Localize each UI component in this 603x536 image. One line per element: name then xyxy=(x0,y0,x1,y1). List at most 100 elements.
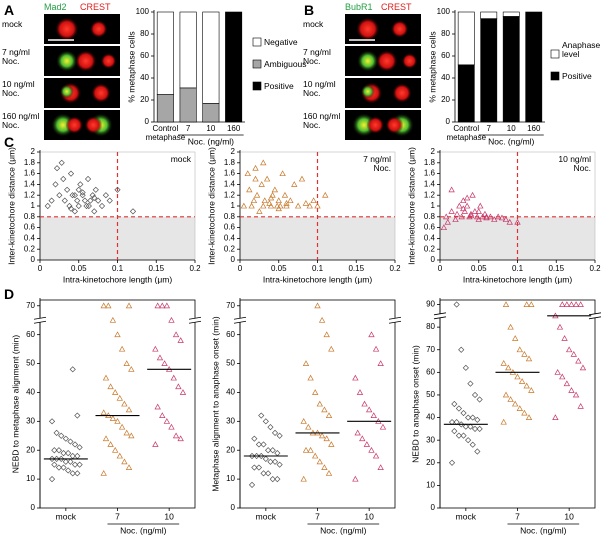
micrograph-signal xyxy=(355,17,380,41)
y-tick-label: 0.2 xyxy=(24,244,36,253)
data-point xyxy=(116,452,123,459)
data-point xyxy=(267,458,274,465)
y-tick-label: 30 xyxy=(26,416,35,425)
legend-label: Positive xyxy=(264,81,294,91)
data-point xyxy=(559,373,566,380)
data-point xyxy=(177,337,184,343)
row-label: mock xyxy=(303,19,324,29)
data-point xyxy=(491,216,498,222)
data-point xyxy=(267,194,275,201)
axis-break-gap xyxy=(590,313,600,318)
x-tick-label: 0.1 xyxy=(112,264,124,273)
y-tick-label: 50 xyxy=(426,390,435,399)
data-point xyxy=(300,418,307,424)
micrograph-signal xyxy=(392,83,412,103)
data-point xyxy=(467,210,475,217)
y-axis-label: % metaphase cells xyxy=(427,31,437,102)
row-label: 10 ng/ml xyxy=(2,79,35,89)
data-point xyxy=(461,208,468,214)
annotation: 7 ng/ml Noc. xyxy=(363,154,391,173)
data-point xyxy=(568,301,575,307)
data-point xyxy=(456,202,463,209)
data-point xyxy=(318,432,326,439)
data-point xyxy=(248,202,255,209)
data-point xyxy=(451,428,458,435)
axis-break xyxy=(188,320,202,324)
data-point xyxy=(471,425,479,432)
y-tick-label: 80 xyxy=(426,322,435,331)
row-label: 7 ng/ml xyxy=(2,47,30,57)
y-tick-label: 1.8 xyxy=(24,158,36,167)
data-point xyxy=(365,406,373,413)
data-point xyxy=(253,452,260,460)
y-tick-label: 90 xyxy=(426,300,435,309)
group-label: Noc. (ng/ml) xyxy=(120,525,166,535)
data-point xyxy=(64,186,71,193)
bar-segment xyxy=(179,87,197,123)
data-point xyxy=(152,441,159,447)
data-point xyxy=(291,181,298,187)
data-point xyxy=(168,316,175,323)
micrograph-signal xyxy=(59,84,74,99)
data-point xyxy=(114,186,121,193)
y-tick-label: 1 xyxy=(431,201,436,210)
x-tick-label: 10 xyxy=(364,511,374,521)
data-point xyxy=(483,213,490,220)
data-point xyxy=(265,447,272,454)
data-point xyxy=(352,475,359,482)
data-point xyxy=(302,199,310,206)
data-point xyxy=(475,216,482,222)
data-point xyxy=(161,360,168,366)
x-tick-label: 0.15 xyxy=(548,264,564,273)
axis-break xyxy=(188,316,202,320)
data-point xyxy=(516,405,523,411)
x-tick-label: 7 xyxy=(486,124,491,133)
data-point xyxy=(252,164,259,171)
data-point xyxy=(283,199,290,206)
panel-label: D xyxy=(4,286,15,302)
data-point xyxy=(51,461,58,468)
data-point xyxy=(274,202,281,209)
data-point xyxy=(118,423,126,430)
data-point xyxy=(276,432,283,439)
legend-swatch xyxy=(252,81,262,91)
axis-break xyxy=(33,320,47,324)
row-label: 10 ng/ml xyxy=(303,79,336,89)
data-point xyxy=(255,464,263,471)
data-point xyxy=(255,441,263,448)
y-tick-label: 60 xyxy=(441,51,450,60)
data-point xyxy=(570,350,577,357)
data-point xyxy=(275,205,282,212)
data-point xyxy=(469,414,476,421)
data-point xyxy=(48,476,56,483)
y-tick-label: 0 xyxy=(31,503,36,512)
data-point xyxy=(154,403,161,410)
y-axis-label: % metaphase cells xyxy=(126,31,136,102)
data-point xyxy=(58,455,65,462)
bar-segment xyxy=(225,11,243,123)
y-tick-label: 2 xyxy=(431,147,436,156)
data-point xyxy=(71,461,79,468)
x-axis-label: Intra-kinetochore length (μm) xyxy=(63,274,172,284)
data-point xyxy=(359,435,366,442)
data-point xyxy=(266,199,273,206)
data-point xyxy=(465,437,472,444)
data-point xyxy=(62,458,69,465)
data-point xyxy=(487,213,494,220)
data-point xyxy=(579,364,587,371)
data-point xyxy=(152,345,159,352)
data-point xyxy=(528,301,535,307)
bar-segment xyxy=(457,64,475,123)
data-point xyxy=(521,350,528,357)
micrograph-signal xyxy=(356,50,379,72)
x-tick-label: 0.1 xyxy=(312,264,324,273)
data-point xyxy=(179,389,187,395)
data-point xyxy=(306,202,313,209)
data-point xyxy=(100,409,107,416)
data-point xyxy=(372,452,380,459)
data-point xyxy=(62,435,69,442)
data-point xyxy=(74,470,81,477)
axis-break xyxy=(588,316,602,320)
data-point xyxy=(116,394,123,401)
x-tick-label: 0.05 xyxy=(71,264,87,273)
